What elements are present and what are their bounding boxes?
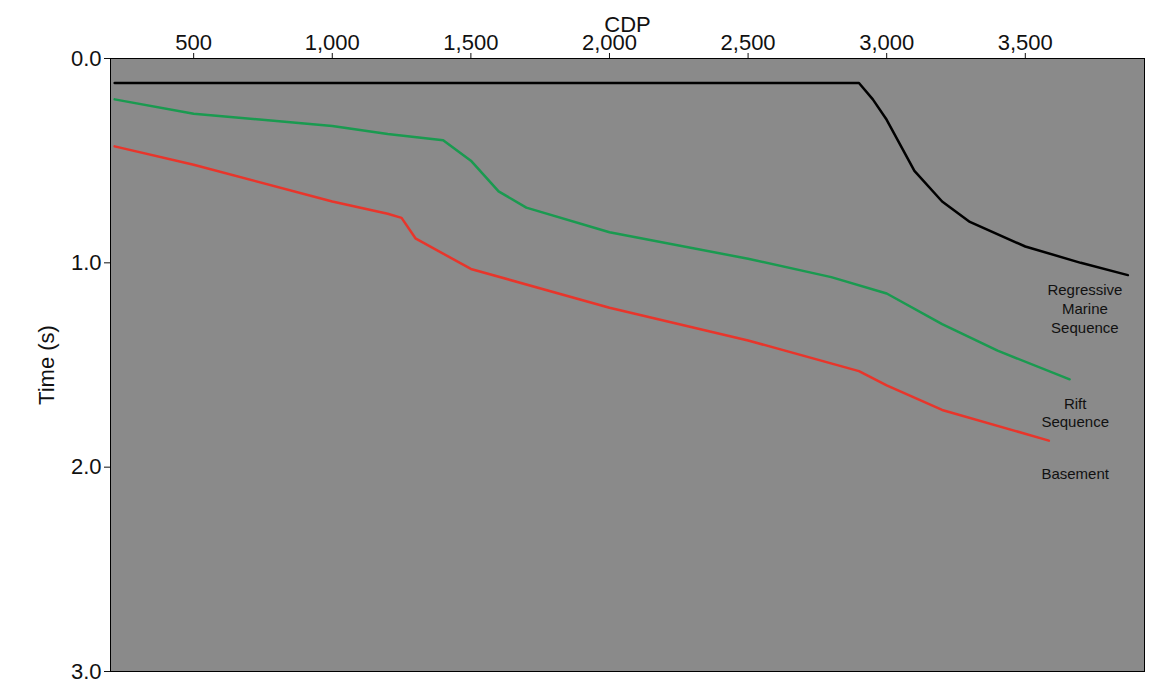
- svg-text:2,000: 2,000: [582, 29, 637, 55]
- svg-text:1.0: 1.0: [71, 250, 102, 275]
- svg-text:Basement: Basement: [1041, 465, 1109, 482]
- svg-text:RegressiveMarineSequence: RegressiveMarineSequence: [1047, 281, 1122, 336]
- svg-text:1,500: 1,500: [443, 30, 498, 55]
- svg-text:Time (s): Time (s): [34, 325, 59, 405]
- svg-text:3.0: 3.0: [71, 659, 102, 684]
- svg-text:2,500: 2,500: [721, 30, 776, 55]
- svg-text:3,000: 3,000: [859, 30, 914, 55]
- svg-text:0.0: 0.0: [71, 46, 102, 71]
- svg-text:3,500: 3,500: [998, 30, 1053, 55]
- svg-text:500: 500: [175, 30, 212, 55]
- svg-text:RiftSequence: RiftSequence: [1041, 395, 1109, 431]
- svg-text:1,000: 1,000: [305, 30, 360, 55]
- svg-text:2.0: 2.0: [71, 454, 102, 479]
- svg-text:CDP: CDP: [604, 12, 650, 37]
